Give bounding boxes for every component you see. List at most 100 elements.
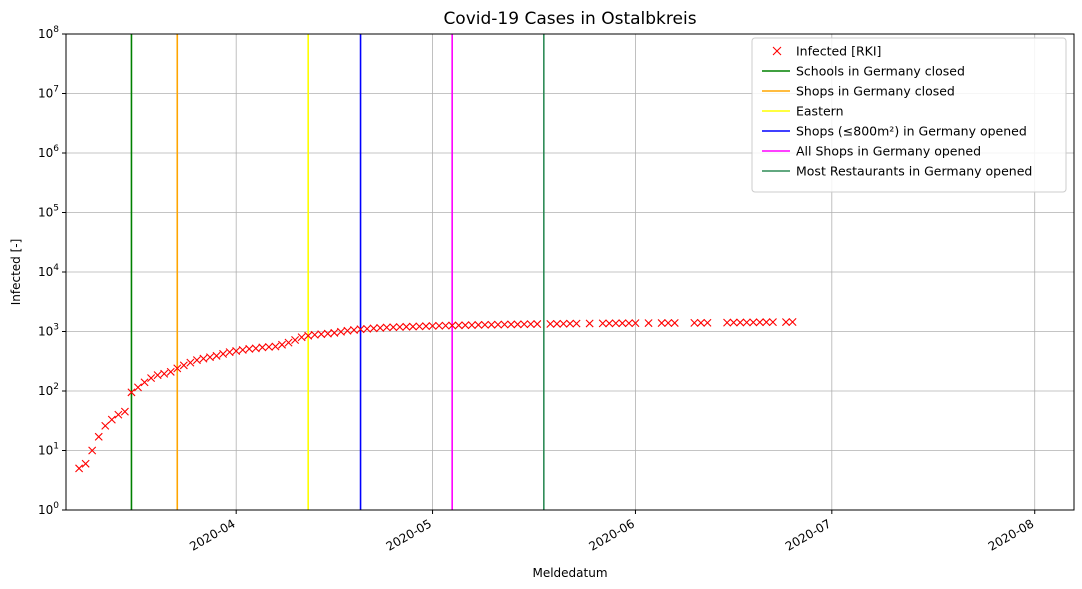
legend-label: Eastern (796, 104, 844, 119)
y-tick-label: 108 (38, 25, 59, 41)
data-point (605, 319, 614, 328)
data-point (238, 345, 247, 354)
data-point (350, 326, 358, 334)
data-point (670, 318, 679, 327)
data-point (533, 320, 542, 329)
data-point (363, 324, 372, 333)
legend-label: Schools in Germany closed (796, 64, 965, 79)
data-point (703, 318, 712, 327)
data-point (598, 319, 607, 328)
legend-entry: Shops (≤800m²) in Germany opened (762, 124, 1027, 139)
data-point (369, 324, 378, 333)
legend-label: Most Restaurants in Germany opened (796, 164, 1032, 179)
data-point (395, 323, 404, 331)
data-point (88, 446, 97, 455)
data-point (546, 319, 555, 328)
y-axis-label: Infected [-] (9, 239, 23, 306)
data-point (422, 322, 430, 331)
data-point (507, 320, 516, 329)
event-lines (130, 34, 545, 510)
legend-entry: Shops in Germany closed (762, 84, 955, 99)
data-point (389, 323, 398, 332)
data-point (81, 459, 90, 468)
y-tick-label: 107 (38, 85, 59, 101)
data-point (520, 320, 529, 329)
data-point (526, 320, 535, 329)
data-point (762, 318, 771, 327)
data-point (225, 348, 234, 357)
data-point (664, 319, 673, 327)
y-tick-label: 102 (38, 382, 59, 398)
data-point (343, 326, 352, 335)
data-point (435, 321, 444, 330)
data-point (160, 369, 169, 378)
x-axis-label: Meldedatum (532, 566, 607, 580)
data-point (251, 344, 260, 353)
data-point (153, 371, 162, 380)
y-tick-label: 101 (38, 442, 59, 458)
data-point (94, 432, 103, 441)
legend-label: Shops (≤800m²) in Germany opened (796, 124, 1027, 139)
data-point (310, 330, 319, 339)
legend-entry: All Shops in Germany opened (762, 144, 981, 159)
data-point (402, 322, 411, 331)
data-point (723, 318, 732, 327)
data-point (461, 321, 470, 330)
data-point (107, 415, 116, 424)
data-point (304, 331, 313, 340)
data-point (75, 464, 84, 473)
data-point (134, 383, 142, 392)
data-point (120, 407, 129, 416)
legend-label: All Shops in Germany opened (796, 144, 981, 159)
data-point (755, 318, 764, 327)
data-point (736, 318, 745, 327)
data-point (729, 318, 738, 327)
data-point (376, 323, 385, 332)
legend: Infected [RKI] Schools in Germany closed S… (751, 37, 1067, 193)
data-point (192, 356, 201, 365)
y-tick-label: 105 (38, 204, 59, 220)
data-point (199, 354, 208, 363)
data-point (631, 319, 640, 328)
legend-entry: Infected [RKI] (772, 44, 881, 59)
y-axis-ticks: 100 101 102 103 104 105 106 107 108 (38, 25, 66, 517)
data-point (317, 330, 326, 339)
data-point (212, 351, 221, 360)
data-point (657, 319, 666, 328)
legend-entry: Most Restaurants in Germany opened (762, 164, 1032, 179)
data-point (297, 333, 306, 342)
data-point (127, 388, 136, 397)
legend-label: Infected [RKI] (796, 44, 881, 59)
data-point (696, 318, 705, 327)
legend-entry: Schools in Germany closed (762, 64, 965, 79)
data-point (271, 342, 280, 351)
y-tick-label: 103 (38, 323, 59, 339)
data-point (408, 322, 417, 331)
data-point (618, 319, 627, 328)
data-point (140, 378, 149, 387)
y-tick-label: 104 (38, 263, 59, 279)
data-point (101, 421, 110, 430)
data-point (494, 320, 502, 329)
legend-label: Shops in Germany closed (796, 84, 955, 99)
data-point (749, 318, 758, 327)
data-point (278, 340, 286, 349)
data-point (552, 319, 561, 328)
data-point (206, 353, 214, 362)
data-point (500, 320, 509, 329)
legend-entry: Eastern (762, 104, 844, 119)
data-point (336, 327, 345, 336)
data-point (448, 321, 457, 330)
data-point (559, 319, 568, 328)
data-point (572, 319, 581, 328)
data-point (742, 318, 751, 327)
data-point (428, 321, 437, 330)
data-point (644, 319, 653, 328)
data-point (467, 321, 476, 330)
data-point (480, 320, 489, 329)
data-point (415, 322, 424, 331)
data-point (768, 318, 777, 327)
y-tick-label: 100 (38, 501, 59, 517)
data-point (147, 374, 156, 383)
data-point (624, 319, 633, 328)
